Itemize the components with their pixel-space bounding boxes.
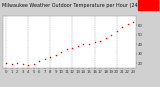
- Text: Milwaukee Weather Outdoor Temperature per Hour (24 Hours): Milwaukee Weather Outdoor Temperature pe…: [2, 3, 155, 8]
- Point: [77, 45, 79, 47]
- Point: [5, 62, 7, 64]
- Point: [60, 51, 63, 52]
- Point: [99, 41, 101, 42]
- Point: [110, 34, 112, 35]
- Point: [21, 63, 24, 65]
- Point: [88, 43, 90, 45]
- Point: [38, 61, 40, 62]
- Point: [27, 64, 29, 66]
- Point: [82, 43, 85, 45]
- Point: [126, 23, 129, 25]
- Point: [115, 30, 118, 32]
- Point: [104, 38, 107, 39]
- Point: [71, 47, 74, 49]
- Point: [132, 22, 135, 23]
- Point: [66, 48, 68, 50]
- Point: [49, 57, 52, 58]
- Point: [16, 62, 18, 64]
- Point: [32, 63, 35, 65]
- Point: [55, 54, 57, 55]
- Point: [93, 41, 96, 43]
- Point: [121, 26, 124, 28]
- Point: [43, 59, 46, 60]
- Point: [10, 63, 13, 65]
